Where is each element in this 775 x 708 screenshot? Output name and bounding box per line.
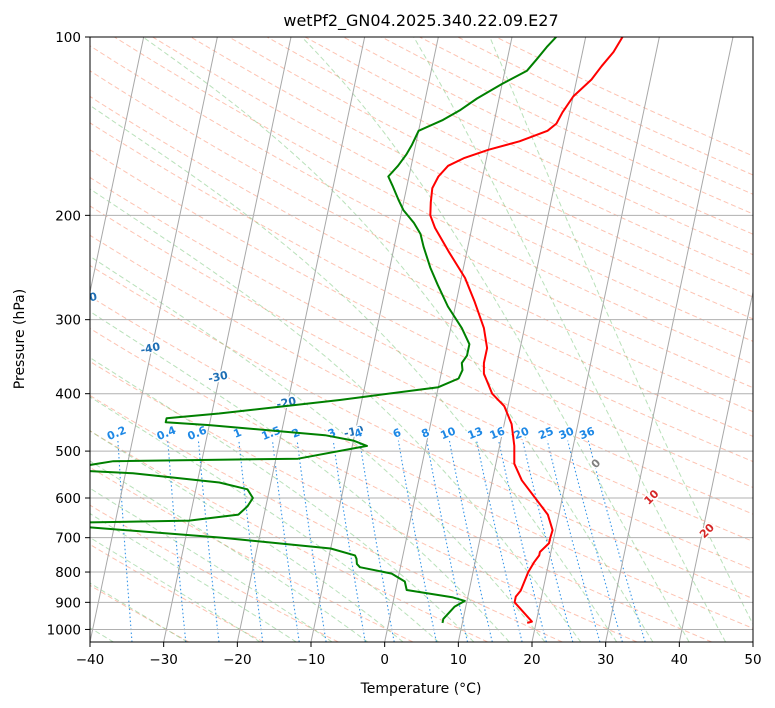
mixing-ratio-line	[167, 440, 187, 642]
isotherm-line	[531, 37, 660, 642]
moist-adiabat-line	[90, 430, 404, 642]
dry-adiabat-line	[90, 327, 712, 642]
mixing-ratio-line	[238, 440, 264, 642]
moist-adiabat-line	[90, 188, 582, 642]
x-tick-label: −20	[223, 652, 252, 668]
isotherm-line	[90, 37, 145, 295]
mixing-ratio-line	[567, 440, 623, 642]
x-tick-label: 40	[671, 652, 688, 668]
x-axis-label: Temperature (°C)	[360, 681, 482, 697]
temperature-profile	[429, 37, 624, 624]
dry-adiabat-line	[90, 95, 753, 437]
isotherm-label: -50	[76, 290, 98, 307]
y-tick-label: 400	[55, 387, 81, 403]
x-tick-label: −30	[149, 652, 178, 668]
y-tick-label: 500	[55, 444, 81, 460]
mixing-ratio-line	[448, 440, 493, 642]
moist-adiabat-line	[301, 37, 690, 642]
dry-adiabat-line	[152, 37, 753, 342]
moist-adiabat-line	[489, 37, 753, 626]
mixing-ratio-line	[117, 440, 133, 642]
mixing-ratio-line	[271, 440, 300, 642]
y-tick-label: 600	[55, 491, 81, 507]
isotherm-line	[384, 37, 513, 642]
mixing-ratio-line	[197, 440, 220, 642]
y-tick-label: 200	[55, 208, 81, 224]
moist-adiabat-line	[142, 37, 654, 642]
moist-adiabat-line	[90, 255, 546, 642]
mixing-ratio-line	[296, 440, 327, 642]
moist-adiabat-line	[90, 104, 618, 642]
isotherm-label: -30	[207, 369, 229, 386]
dewpoint-profile	[90, 37, 557, 624]
moist-adiabat-line	[413, 37, 727, 642]
isotherm-line	[605, 37, 734, 642]
y-tick-label: 1000	[47, 622, 81, 638]
y-tick-label: 300	[55, 313, 81, 329]
moist-adiabat-line	[90, 396, 439, 642]
mixing-ratio-line	[587, 440, 646, 642]
dry-adiabat-line	[90, 543, 264, 642]
moist-adiabat-line	[90, 487, 333, 642]
isotherm-line	[457, 37, 587, 642]
dry-adiabat-line	[90, 149, 753, 489]
isotherm-line	[163, 37, 292, 642]
x-tick-label: 30	[597, 652, 614, 668]
pressure-gridlines	[90, 37, 753, 630]
x-tick-label: 0	[380, 652, 389, 668]
isotherm-line	[90, 37, 218, 642]
isotherm-line	[678, 289, 753, 642]
x-axis: −40 −30 −20 −10 0 10 20 30 40 50	[76, 642, 762, 668]
dry-adiabat-line	[90, 504, 339, 642]
isotherm-labels: -100-90-80-70-60-50-40-30-20-10	[76, 289, 367, 442]
mixing-ratio-line	[397, 440, 437, 642]
dry-adiabat-line	[90, 264, 753, 600]
y-tick-label: 100	[55, 30, 81, 46]
y-tick-label: 800	[55, 565, 81, 581]
mixing-ratio-line	[426, 440, 469, 642]
dry-adiabat-line	[90, 205, 753, 542]
mixing-ratio-line	[546, 440, 601, 642]
dry-adiabat-line	[90, 176, 753, 515]
dry-adiabat-line	[114, 37, 753, 365]
isotherm-label: -40	[139, 340, 161, 357]
dry-adiabat-line	[90, 360, 638, 642]
isotherm-line	[310, 37, 439, 642]
x-tick-label: −10	[297, 652, 326, 668]
dry-adiabat-line	[90, 45, 753, 389]
moist-adiabat-line	[90, 582, 188, 642]
moist-adiabat-line	[90, 536, 261, 642]
dry-adiabat-line	[90, 430, 488, 642]
dry-adiabat-line	[90, 394, 563, 642]
plot-frame	[89, 36, 754, 643]
mixing-ratio-line	[476, 440, 523, 642]
mixing-ratio-line	[498, 440, 547, 642]
y-tick-label: 900	[55, 595, 81, 611]
chart-title: wetPf2_GN04.2025.340.22.09.E27	[283, 11, 558, 31]
background-lines	[90, 37, 753, 642]
sounding-profiles	[90, 37, 624, 624]
x-tick-label: 20	[523, 652, 540, 668]
mixing-ratio-line	[332, 440, 366, 642]
x-tick-label: −40	[76, 652, 105, 668]
x-tick-label: 10	[450, 652, 467, 668]
x-tick-label: 50	[744, 652, 761, 668]
mixing-ratio-label: 36	[578, 424, 597, 442]
moist-adiabat-line	[90, 310, 510, 642]
isotherm-label: -10	[343, 423, 365, 440]
y-axis-label: Pressure (hPa)	[12, 289, 28, 389]
y-axis: 1000 900 800 700 600 500 400 300 200 100	[47, 30, 90, 638]
moist-adiabat-line	[90, 357, 475, 642]
y-tick-label: 700	[55, 531, 81, 547]
mixing-ratio-line	[522, 440, 574, 642]
